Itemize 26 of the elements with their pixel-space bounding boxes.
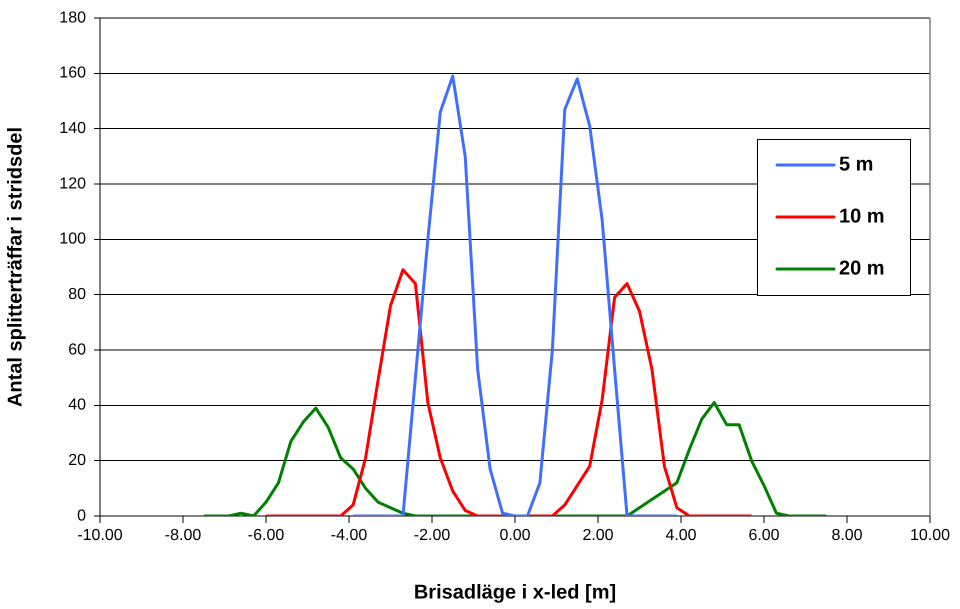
x-axis-title: Brisadläge i x-led [m] xyxy=(414,582,616,604)
legend-label: 10 m xyxy=(839,206,885,228)
x-tick-label: 2.00 xyxy=(582,527,614,544)
legend-label: 20 m xyxy=(839,258,885,280)
y-tick-label: 40 xyxy=(68,396,86,414)
x-tick-label: 8.00 xyxy=(831,527,863,544)
x-tick-label: 0.00 xyxy=(499,527,531,544)
y-tick-label: 120 xyxy=(59,175,86,192)
y-tick-label: 0 xyxy=(77,507,86,524)
y-tick-label: 60 xyxy=(68,341,86,358)
x-tick-label: -8.00 xyxy=(164,527,202,544)
y-tick-label: 100 xyxy=(59,230,86,248)
y-tick-label: 80 xyxy=(68,286,86,304)
legend-label: 5 m xyxy=(839,154,874,176)
x-tick-label: -6.00 xyxy=(248,527,284,544)
x-tick-label: -10.00 xyxy=(77,527,123,544)
y-tick-label: 20 xyxy=(68,452,86,470)
y-axis-title: Antal splitterträffar i stridsdel xyxy=(4,126,27,408)
y-tick-label: 180 xyxy=(59,9,86,26)
x-tick-label: 10.00 xyxy=(910,527,950,544)
x-tick-label: 4.00 xyxy=(665,527,697,544)
y-tick-label: 160 xyxy=(59,64,86,82)
x-tick-label: -4.00 xyxy=(330,527,368,544)
y-tick-label: 140 xyxy=(59,120,86,138)
x-tick-label: 6.00 xyxy=(748,527,780,544)
x-tick-label: -2.00 xyxy=(414,527,450,544)
